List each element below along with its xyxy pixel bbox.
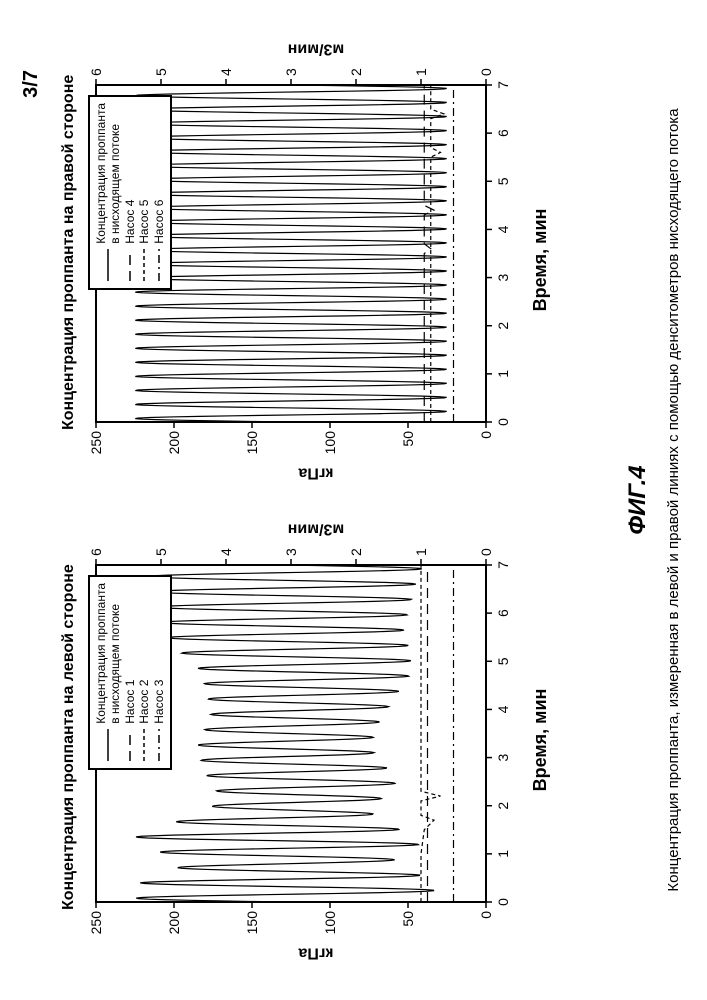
svg-text:0: 0 — [478, 431, 494, 439]
svg-text:2: 2 — [348, 68, 364, 76]
svg-text:6: 6 — [88, 548, 104, 556]
legend-swatch — [101, 248, 115, 282]
legend-swatch — [137, 728, 151, 762]
svg-text:6: 6 — [495, 129, 511, 137]
left-x-axis-label: Время, мин — [530, 520, 551, 960]
svg-text:3: 3 — [495, 273, 511, 281]
svg-text:3: 3 — [495, 753, 511, 761]
left-panel-title: Концентрация проппанта на левой стороне — [60, 520, 78, 960]
svg-text:150: 150 — [244, 431, 260, 455]
figure-label: ФИГ.4 — [624, 0, 652, 1000]
legend-swatch — [101, 728, 115, 762]
svg-text:4: 4 — [495, 705, 511, 713]
right-panel-title: Концентрация проппанта на правой стороне — [60, 40, 78, 480]
svg-text:6: 6 — [88, 68, 104, 76]
legend-swatch — [152, 728, 166, 762]
svg-text:50: 50 — [400, 431, 416, 447]
legend-label: Насос 5 — [137, 200, 151, 244]
svg-text:2: 2 — [348, 548, 364, 556]
svg-text:250: 250 — [88, 431, 104, 455]
left-legend: Концентрация проппантав нисходящем поток… — [88, 575, 172, 770]
legend-item: Насос 3 — [152, 583, 166, 762]
svg-text:5: 5 — [495, 177, 511, 185]
svg-text:5: 5 — [495, 657, 511, 665]
legend-label: Насос 2 — [137, 680, 151, 724]
svg-text:1: 1 — [413, 548, 429, 556]
svg-text:1: 1 — [413, 68, 429, 76]
svg-text:250: 250 — [88, 911, 104, 935]
legend-label: Насос 1 — [123, 680, 137, 724]
right-x-axis-label: Время, мин — [530, 40, 551, 480]
legend-swatch — [123, 248, 137, 282]
svg-text:100: 100 — [322, 431, 338, 455]
page-number: 3/7 — [20, 70, 43, 98]
svg-text:2: 2 — [495, 802, 511, 810]
right-plot: кгПа м3/мин 0123456705010015020025001234… — [86, 40, 546, 480]
svg-text:150: 150 — [244, 911, 260, 935]
legend-item: Насос 5 — [137, 103, 151, 282]
legend-item: Насос 6 — [152, 103, 166, 282]
svg-text:0: 0 — [478, 68, 494, 76]
svg-text:4: 4 — [495, 225, 511, 233]
svg-text:7: 7 — [495, 561, 511, 569]
svg-text:3: 3 — [283, 68, 299, 76]
svg-text:0: 0 — [478, 911, 494, 919]
svg-text:0: 0 — [495, 418, 511, 426]
right-panel: Концентрация проппанта на правой стороне… — [60, 40, 580, 480]
legend-item: Насос 1 — [123, 583, 137, 762]
svg-text:5: 5 — [153, 68, 169, 76]
svg-text:3: 3 — [283, 548, 299, 556]
legend-label: Концентрация проппантав нисходящем поток… — [94, 103, 123, 244]
legend-swatch — [123, 728, 137, 762]
svg-text:7: 7 — [495, 81, 511, 89]
svg-text:6: 6 — [495, 609, 511, 617]
svg-text:1: 1 — [495, 370, 511, 378]
legend-label: Насос 3 — [152, 680, 166, 724]
legend-label: Концентрация проппантав нисходящем поток… — [94, 583, 123, 724]
legend-swatch — [152, 248, 166, 282]
legend-label: Насос 4 — [123, 200, 137, 244]
legend-swatch — [137, 248, 151, 282]
svg-text:2: 2 — [495, 322, 511, 330]
svg-text:4: 4 — [218, 548, 234, 556]
svg-text:0: 0 — [478, 548, 494, 556]
legend-item: Концентрация проппантав нисходящем поток… — [94, 103, 123, 282]
legend-item: Насос 4 — [123, 103, 137, 282]
svg-text:100: 100 — [322, 911, 338, 935]
svg-text:50: 50 — [400, 911, 416, 927]
legend-item: Концентрация проппантав нисходящем поток… — [94, 583, 123, 762]
legend-label: Насос 6 — [152, 200, 166, 244]
right-legend: Концентрация проппантав нисходящем поток… — [88, 95, 172, 290]
left-panel: Концентрация проппанта на левой стороне … — [60, 520, 580, 960]
svg-text:0: 0 — [495, 898, 511, 906]
svg-text:4: 4 — [218, 68, 234, 76]
legend-item: Насос 2 — [137, 583, 151, 762]
left-plot: кгПа м3/мин 0123456705010015020025001234… — [86, 520, 546, 960]
svg-text:5: 5 — [153, 548, 169, 556]
figure-caption: Концентрация проппанта, измеренная в лев… — [665, 0, 682, 1000]
svg-text:200: 200 — [166, 431, 182, 455]
svg-text:200: 200 — [166, 911, 182, 935]
svg-text:1: 1 — [495, 850, 511, 858]
